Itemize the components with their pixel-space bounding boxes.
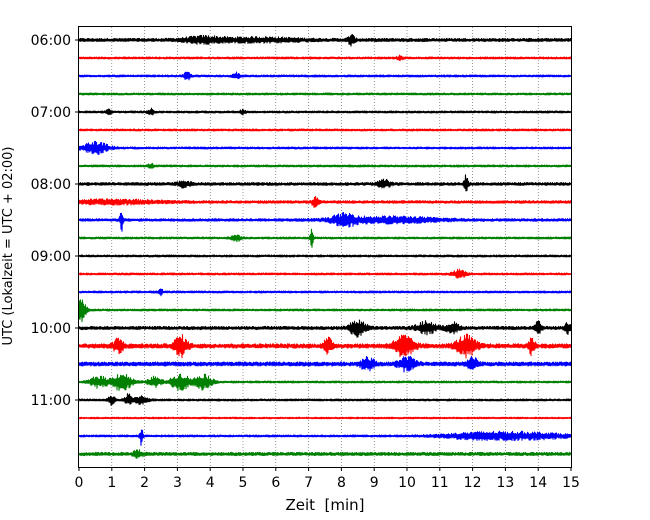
trace-0600 (78, 34, 572, 47)
trace-0900 (78, 254, 572, 258)
x-tick-label: 2 (140, 475, 149, 491)
y-tick-label: 06:00 (31, 33, 71, 49)
x-tick-label: 4 (206, 475, 215, 491)
trace-0945 (78, 299, 572, 323)
trace-0845 (78, 228, 572, 248)
x-tick-label: 11 (431, 475, 449, 491)
trace-0745 (78, 162, 572, 169)
x-tick-label: 8 (337, 475, 346, 491)
trace-1145 (78, 449, 572, 459)
seismic-traces (78, 34, 572, 459)
x-tick-label: 12 (464, 475, 482, 491)
x-tick-label: 10 (398, 475, 416, 491)
x-tick-label: 6 (271, 475, 280, 491)
trace-0830 (78, 212, 572, 232)
y-axis-label: UTC (Lokalzeit = UTC + 02:00) (1, 147, 16, 346)
trace-0915 (78, 268, 572, 279)
x-tick-label: 15 (562, 475, 580, 491)
x-axis-ticks: 0 1 2 3 4 5 6 7 8 9 10 11 12 13 14 15 (75, 467, 580, 491)
trace-0615 (78, 54, 572, 62)
x-tick-label: 14 (529, 475, 547, 491)
x-tick-label: 3 (173, 475, 182, 491)
trace-1000 (78, 319, 572, 338)
x-axis-label: Zeit [min] (285, 496, 364, 514)
trace-0730 (78, 140, 572, 156)
trace-1115 (78, 416, 572, 420)
plot-frame (78, 26, 572, 468)
trace-1045 (78, 373, 572, 392)
x-tick-label: 0 (75, 475, 84, 491)
y-tick-label: 09:00 (31, 249, 71, 265)
trace-0815 (78, 195, 572, 208)
trace-0930 (78, 288, 572, 297)
x-tick-label: 7 (304, 475, 313, 491)
trace-0700 (78, 107, 572, 116)
trace-0715 (78, 128, 572, 132)
trace-1130 (78, 429, 572, 446)
trace-0630 (78, 71, 572, 81)
y-axis-ticks: 06:00 07:00 08:00 09:00 10:00 11:00 (31, 33, 79, 409)
x-tick-label: 1 (107, 475, 116, 491)
y-tick-label: 07:00 (31, 105, 71, 121)
trace-0800 (78, 174, 572, 192)
trace-1100 (78, 393, 572, 406)
x-tick-label: 9 (370, 475, 379, 491)
trace-1015 (78, 333, 572, 359)
x-tick-label: 5 (239, 475, 248, 491)
trace-0645 (78, 92, 572, 96)
y-tick-label: 08:00 (31, 177, 71, 193)
x-tick-label: 13 (496, 475, 514, 491)
vertical-grid (111, 27, 539, 467)
trace-1030 (78, 355, 572, 373)
y-tick-label: 11:00 (31, 393, 71, 409)
y-tick-label: 10:00 (31, 321, 71, 337)
